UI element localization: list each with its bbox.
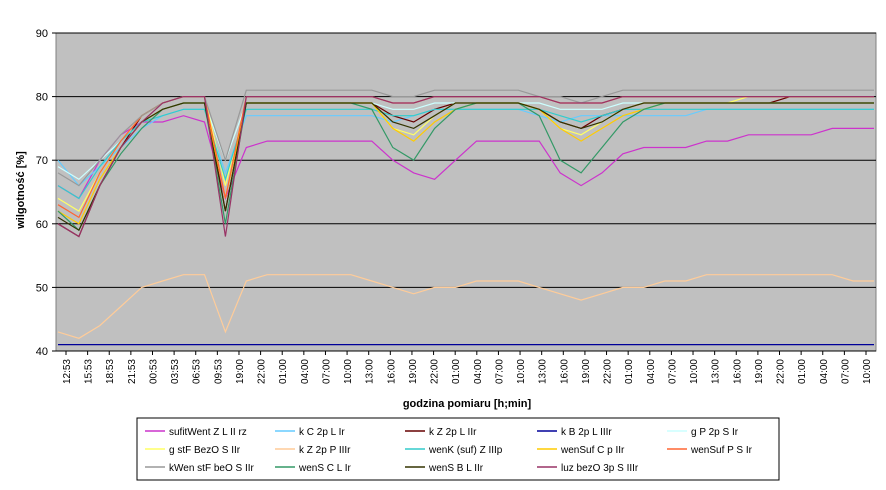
x-tick-label: 19:00 (235, 359, 246, 384)
x-tick-label: 04:00 (300, 359, 311, 384)
x-tick-label: 21:53 (127, 359, 138, 384)
x-tick-label: 19:00 (754, 359, 765, 384)
series-line-7 (57, 274, 874, 339)
legend-label: luz bezO 3p S IIIr (561, 463, 639, 474)
legend-label: wenK (suf) Z IIIp (428, 445, 503, 456)
x-tick-label: 01:00 (278, 359, 289, 384)
x-tick-label: 22:00 (257, 359, 268, 384)
series-line-14 (57, 96, 874, 238)
x-tick-label: 01:00 (624, 359, 635, 384)
x-tick-label: 16:00 (386, 359, 397, 384)
x-tick-label: 01:00 (797, 359, 808, 384)
y-tick-label: 50 (36, 282, 48, 294)
x-tick-label: 03:53 (170, 359, 181, 384)
x-tick-label: 10:00 (343, 359, 354, 384)
series-line-8 (57, 108, 874, 200)
x-tick-label: 19:00 (408, 359, 419, 384)
y-tick-label: 90 (36, 28, 48, 40)
series-line-1 (57, 115, 874, 201)
legend-label: kWen stF beO S IIr (169, 463, 255, 474)
x-tick-label: 04:00 (819, 359, 830, 384)
legend-label: g P 2p S Ir (691, 427, 739, 438)
x-tick-label: 22:00 (430, 359, 441, 384)
x-tick-label: 01:00 (451, 359, 462, 384)
legend-label: k Z 2p L IIr (429, 427, 477, 438)
series-line-13 (57, 102, 874, 232)
legend-label: wenS B L IIr (428, 463, 484, 474)
y-axis-title: wilgotność [%] (15, 151, 27, 230)
x-tick-label: 22:00 (776, 359, 787, 384)
legend-label: k Z 2p P IIIr (299, 445, 351, 456)
legend-label: wenSuf C p IIr (560, 445, 625, 456)
x-tick-label: 15:53 (84, 359, 95, 384)
x-tick-label: 04:00 (646, 359, 657, 384)
x-tick-label: 00:53 (148, 359, 159, 384)
plot-area (55, 32, 877, 352)
y-tick-label: 60 (36, 219, 48, 231)
y-tick-label: 80 (36, 92, 48, 104)
x-tick-label: 13:00 (711, 359, 722, 384)
x-tick-label: 22:00 (603, 359, 614, 384)
x-tick-label: 07:00 (494, 359, 505, 384)
x-tick-label: 13:00 (365, 359, 376, 384)
x-tick-label: 13:00 (538, 359, 549, 384)
x-axis-title: godzina pomiaru [h;min] (403, 398, 532, 410)
x-tick-label: 16:00 (732, 359, 743, 384)
x-tick-label: 10:00 (689, 359, 700, 384)
x-tick-label: 19:00 (581, 359, 592, 384)
legend-label: wenSuf P S Ir (690, 445, 753, 456)
x-tick-label: 09:53 (213, 359, 224, 384)
x-tick-label: 10:00 (516, 359, 527, 384)
x-tick-label: 07:00 (667, 359, 678, 384)
x-tick-label: 07:00 (321, 359, 332, 384)
y-tick-label: 70 (36, 155, 48, 167)
x-tick-label: 18:53 (105, 359, 116, 384)
legend-label: k B 2p L IIIr (561, 427, 612, 438)
x-tick-label: 12:53 (62, 359, 73, 384)
x-tick-label: 10:00 (862, 359, 873, 384)
x-tick-label: 16:00 (559, 359, 570, 384)
x-tick-label: 04:00 (473, 359, 484, 384)
x-tick-label: 06:53 (192, 359, 203, 384)
legend-label: k C 2p L Ir (299, 427, 345, 438)
legend-label: sufitWent Z L II rz (169, 427, 247, 438)
x-tick-label: 07:00 (840, 359, 851, 384)
legend-label: wenS C L Ir (298, 463, 352, 474)
legend-label: g stF BezO S IIr (169, 445, 241, 456)
y-tick-label: 40 (36, 346, 48, 358)
